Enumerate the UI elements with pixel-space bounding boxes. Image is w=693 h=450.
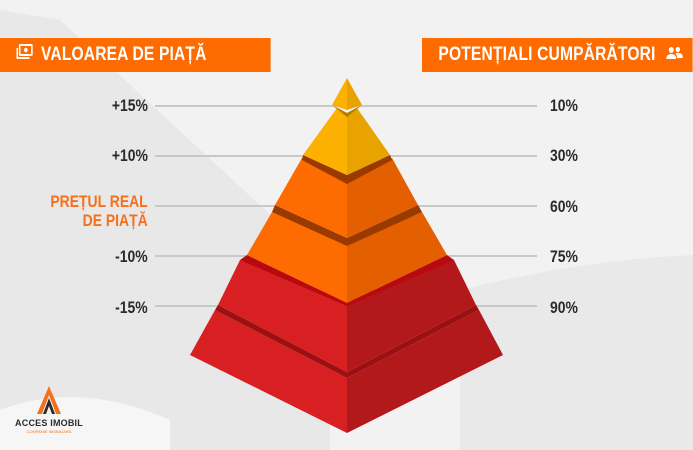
users-icon	[665, 44, 683, 66]
market-value-header: VALOAREA DE PIAȚĂ	[0, 38, 271, 72]
market-value-label-minus10: -10%	[115, 247, 148, 266]
potential-buyers-title: POTENȚIALI CUMPĂRĂTORI	[438, 44, 656, 65]
market-value-label-minus15: -15%	[115, 298, 148, 317]
money-icon	[16, 44, 33, 66]
market-value-label-plus10: +10%	[111, 146, 148, 165]
pyramid-tier-2	[275, 155, 418, 238]
buyers-label-90: 90%	[550, 298, 578, 317]
pyramid-tier-4	[218, 255, 476, 372]
logo-tagline: COMPANIE IMOBILIARA	[26, 429, 72, 434]
buyers-label-60: 60%	[550, 197, 578, 216]
pyramid-tier-3	[247, 205, 447, 303]
market-value-title: VALOAREA DE PIAȚĂ	[41, 44, 207, 65]
buyers-label-30: 30%	[550, 146, 578, 165]
pyramid-tier-5	[190, 305, 503, 433]
real-market-price-label: PREȚUL REAL DE PIAȚĂ	[51, 192, 148, 230]
real-market-price-line1: PREȚUL REAL	[50, 192, 148, 211]
logo-a-icon	[37, 386, 61, 414]
market-value-label-plus15: +15%	[111, 96, 148, 115]
buyers-label-75: 75%	[550, 247, 578, 266]
acces-imobil-logo: ACCES IMOBIL COMPANIE IMOBILIARA	[14, 385, 84, 434]
potential-buyers-header: POTENȚIALI CUMPĂRĂTORI	[422, 38, 693, 72]
buyers-label-10: 10%	[550, 96, 578, 115]
logo-name: ACCES IMOBIL	[15, 418, 83, 428]
real-market-price-line2: DE PIAȚĂ	[82, 211, 148, 230]
pyramid-tier-1	[303, 78, 390, 175]
